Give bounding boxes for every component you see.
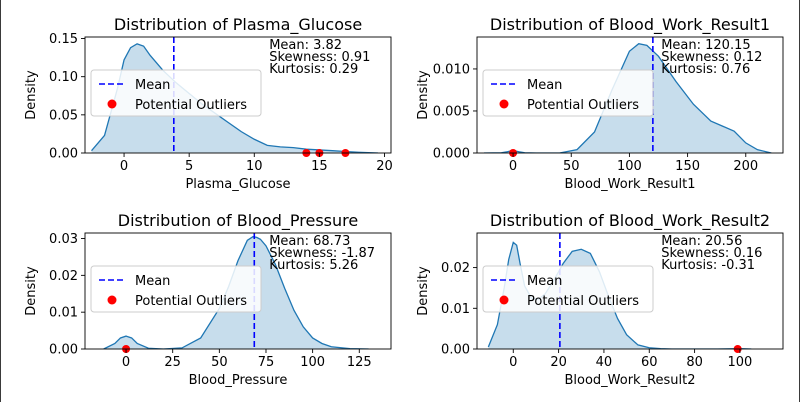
legend-outlier-label: Potential Outliers: [135, 98, 247, 113]
x-tick-label: 80: [686, 355, 703, 370]
y-tick-label: 0.00: [49, 343, 78, 358]
y-tick-label: 0.01: [441, 302, 470, 317]
legend-outlier-swatch: [107, 99, 117, 109]
chart-title: Distribution of Blood_Work_Result2: [490, 211, 770, 231]
x-tick-label: 0: [509, 355, 517, 370]
x-tick-label: 40: [596, 355, 613, 370]
y-axis-label: Density: [416, 266, 431, 316]
subplot-3: 0 25 50 75 100 125 0.00 0.01 0.02 0.03 Distributio…: [24, 211, 392, 388]
legend-outlier-swatch: [107, 295, 117, 305]
subplot-4: 0 20 40 60 80 100 0.00 0.01 0.02 Distribution of …: [416, 211, 784, 388]
y-axis-label: Density: [24, 266, 39, 316]
y-tick-label: 0.10: [49, 70, 78, 85]
stat-kurtosis: Kurtosis: 5.26: [269, 258, 358, 273]
chart-title: Distribution of Plasma_Glucose: [114, 15, 362, 35]
x-tick-label: 100: [728, 355, 753, 370]
y-tick-label: 0.02: [441, 261, 470, 276]
y-axis-label: Density: [416, 70, 431, 120]
x-tick-label: 50: [211, 355, 228, 370]
legend: Mean Potential Outliers: [482, 69, 654, 117]
x-tick-label: 200: [733, 159, 758, 174]
x-tick-label: 15: [311, 159, 328, 174]
y-axis-label: Density: [24, 70, 39, 120]
legend: Mean Potential Outliers: [90, 265, 262, 313]
stat-mean: Mean: 120.15: [661, 38, 750, 53]
legend-box: [482, 265, 654, 313]
stat-mean: Mean: 20.56: [661, 234, 742, 249]
stat-kurtosis: Kurtosis: 0.29: [269, 62, 358, 77]
x-tick-label: 50: [563, 159, 580, 174]
legend-outlier-label: Potential Outliers: [527, 294, 639, 309]
x-tick-label: 20: [550, 355, 567, 370]
legend-outlier-swatch: [499, 295, 509, 305]
subplot-1: 0 5 10 15 20 0.00 0.05 0.10 0.15 Distribution of …: [24, 15, 393, 192]
y-tick-label: 0.03: [49, 232, 78, 247]
y-tick-label: 0.005: [433, 104, 470, 119]
kde-line: [103, 235, 369, 349]
legend-outlier-label: Potential Outliers: [527, 98, 639, 113]
x-tick-label: 60: [641, 355, 658, 370]
axes-frame: [84, 36, 392, 154]
stat-mean: Mean: 68.73: [269, 234, 350, 249]
x-tick-label: 25: [164, 355, 181, 370]
legend-box: [482, 69, 654, 117]
x-tick-label: 150: [675, 159, 700, 174]
x-tick-label: 0: [122, 355, 130, 370]
x-tick-label: 10: [246, 159, 263, 174]
legend-mean-label: Mean: [527, 78, 562, 93]
axes-frame: [476, 36, 784, 154]
y-tick-label: 0.02: [49, 269, 78, 284]
axes-frame: [476, 232, 784, 350]
stat-mean: Mean: 3.82: [269, 38, 342, 53]
y-tick-label: 0.01: [49, 306, 78, 321]
legend: Mean Potential Outliers: [90, 69, 262, 117]
legend-mean-label: Mean: [135, 78, 170, 93]
x-axis-label: Plasma_Glucose: [185, 177, 290, 192]
x-axis-label: Blood_Work_Result1: [564, 177, 695, 192]
legend-mean-label: Mean: [135, 274, 170, 289]
x-tick-label: 0: [120, 159, 128, 174]
y-tick-label: 0.00: [49, 147, 78, 162]
x-tick-label: 100: [300, 355, 325, 370]
kde-line: [483, 43, 772, 153]
stat-kurtosis: Kurtosis: -0.31: [661, 258, 755, 273]
stat-skewness: Skewness: -1.87: [269, 246, 375, 261]
stat-skewness: Skewness: 0.12: [661, 50, 762, 65]
chart-title: Distribution of Blood_Work_Result1: [490, 15, 770, 35]
kde-area: [488, 242, 752, 349]
legend-mean-label: Mean: [527, 274, 562, 289]
y-tick-label: 0.00: [441, 343, 470, 358]
x-axis-label: Blood_Pressure: [189, 373, 288, 388]
x-tick-label: 0: [509, 159, 517, 174]
x-axis-label: Blood_Work_Result2: [564, 373, 695, 388]
y-tick-label: 0.15: [49, 32, 78, 47]
y-tick-label: 0.000: [433, 147, 470, 162]
y-tick-label: 0.05: [49, 108, 78, 123]
x-tick-label: 100: [617, 159, 642, 174]
legend-outlier-label: Potential Outliers: [135, 294, 247, 309]
x-tick-label: 125: [347, 355, 372, 370]
stat-kurtosis: Kurtosis: 0.76: [661, 62, 750, 77]
x-tick-label: 5: [185, 159, 193, 174]
x-tick-label: 75: [258, 355, 275, 370]
x-tick-label: 20: [376, 159, 393, 174]
legend: Mean Potential Outliers: [482, 265, 654, 313]
legend-box: [90, 265, 262, 313]
chart-title: Distribution of Blood_Pressure: [118, 211, 358, 231]
axes-frame: [84, 232, 392, 350]
legend-outlier-swatch: [499, 99, 509, 109]
legend-box: [90, 69, 262, 117]
subplot-2: 0 50 100 150 200 0.000 0.005 0.010 Distribution …: [416, 15, 784, 192]
stat-skewness: Skewness: 0.16: [661, 246, 762, 261]
stat-skewness: Skewness: 0.91: [269, 50, 370, 65]
y-tick-label: 0.010: [433, 62, 470, 77]
